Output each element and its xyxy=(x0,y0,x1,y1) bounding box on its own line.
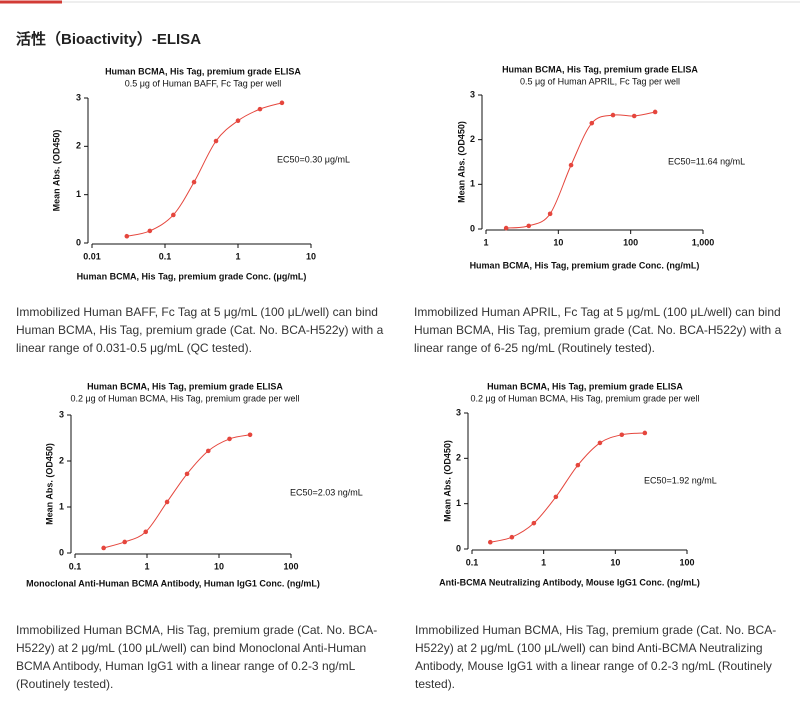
ec50-annotation: EC50=11.64 ng/mL xyxy=(668,156,745,166)
caption: Immobilized Human BCMA, His Tag, premium… xyxy=(415,623,777,691)
caption: Immobilized Human BAFF, Fc Tag at 5 μg/m… xyxy=(16,305,384,355)
y-tick-label: 0 xyxy=(456,543,461,553)
data-point xyxy=(487,539,493,545)
y-tick-label: 3 xyxy=(76,92,81,102)
x-axis-label: Human BCMA, His Tag, premium grade Conc.… xyxy=(470,260,700,270)
data-point xyxy=(568,162,574,168)
data-point xyxy=(164,499,170,505)
data-point xyxy=(503,225,509,231)
x-tick-label: 100 xyxy=(623,237,638,247)
y-axis-label: Mean Abs. (OD450) xyxy=(442,440,452,522)
ec50-annotation: EC50=2.03 ng/mL xyxy=(290,487,363,497)
x-tick-label: 0.1 xyxy=(159,251,172,261)
data-point xyxy=(124,233,130,239)
data-point xyxy=(147,228,153,234)
x-tick-label: 1 xyxy=(144,561,149,571)
data-point xyxy=(619,432,625,438)
ec50-annotation: EC50=0.30 μg/mL xyxy=(277,154,350,164)
y-tick-label: 1 xyxy=(76,189,81,199)
y-axis-label: Mean Abs. (OD450) xyxy=(51,130,61,212)
data-point xyxy=(547,211,553,217)
x-tick-label: 10 xyxy=(214,561,224,571)
y-tick-label: 0 xyxy=(59,547,64,557)
chart-subtitle: 0.5 μg of Human BAFF, Fc Tag per well xyxy=(125,78,282,88)
y-tick-label: 1 xyxy=(470,179,475,189)
x-tick-label: 1 xyxy=(235,251,240,261)
data-point xyxy=(171,212,176,218)
chart-title: Human BCMA, His Tag, premium grade ELISA xyxy=(502,64,698,74)
fit-curve xyxy=(490,432,645,543)
y-tick-label: 2 xyxy=(470,134,475,144)
x-tick-label: 10 xyxy=(306,251,316,261)
y-axis-label: Mean Abs. (OD450) xyxy=(44,443,54,525)
data-point xyxy=(143,529,149,535)
data-point xyxy=(247,432,253,438)
data-point xyxy=(589,120,595,126)
data-point xyxy=(652,109,658,115)
x-tick-label: 100 xyxy=(679,557,694,567)
y-tick-label: 1 xyxy=(59,501,64,511)
x-axis-label: Anti-BCMA Neutralizing Antibody, Mouse I… xyxy=(439,577,700,587)
caption: Immobilized Human BCMA, His Tag, premium… xyxy=(16,623,378,691)
chart-subtitle: 0.2 μg of Human BCMA, His Tag, premium g… xyxy=(470,393,699,403)
x-tick-label: 1 xyxy=(541,557,546,567)
chart-title: Human BCMA, His Tag, premium grade ELISA xyxy=(87,381,283,391)
x-tick-label: 1 xyxy=(483,237,488,247)
data-point xyxy=(531,520,537,526)
data-point xyxy=(553,494,559,500)
fit-curve xyxy=(103,434,251,549)
data-point xyxy=(213,138,219,144)
x-tick-label: 10 xyxy=(553,237,563,247)
y-tick-label: 3 xyxy=(470,89,475,99)
x-tick-label: 0.1 xyxy=(466,557,479,567)
x-tick-label: 100 xyxy=(283,561,298,571)
x-tick-label: 0.1 xyxy=(69,561,82,571)
ec50-annotation: EC50=1.92 ng/mL xyxy=(644,475,717,485)
data-point xyxy=(526,223,532,229)
fit-curve xyxy=(126,102,283,237)
caption: Immobilized Human APRIL, Fc Tag at 5 μg/… xyxy=(414,305,782,355)
x-tick-label: 10 xyxy=(610,557,620,567)
chart-title: Human BCMA, His Tag, premium grade ELISA xyxy=(105,66,301,76)
data-point xyxy=(597,440,603,446)
data-point xyxy=(101,545,106,551)
data-point xyxy=(122,539,127,545)
data-point xyxy=(235,118,241,124)
data-point xyxy=(509,534,515,540)
x-axis-label: Human BCMA, His Tag, premium grade Conc.… xyxy=(77,271,307,281)
data-point xyxy=(257,106,263,112)
y-tick-label: 0 xyxy=(470,223,475,233)
chart-subtitle: 0.5 μg of Human APRIL, Fc Tag per well xyxy=(520,76,680,86)
y-tick-label: 2 xyxy=(456,453,461,463)
data-point xyxy=(642,430,648,436)
data-point xyxy=(227,436,232,442)
data-point xyxy=(631,113,637,119)
chart-title: Human BCMA, His Tag, premium grade ELISA xyxy=(487,381,683,391)
y-tick-label: 3 xyxy=(59,409,64,419)
y-tick-label: 1 xyxy=(456,498,461,508)
y-tick-label: 3 xyxy=(456,407,461,417)
y-tick-label: 2 xyxy=(76,141,81,151)
data-point xyxy=(191,179,197,185)
data-point xyxy=(205,448,211,454)
fit-curve xyxy=(506,111,656,229)
section-title: 活性（Bioactivity）-ELISA xyxy=(16,31,202,48)
data-point xyxy=(184,471,190,477)
data-point xyxy=(610,112,616,118)
data-point xyxy=(279,100,285,106)
data-point xyxy=(575,462,581,468)
y-axis-label: Mean Abs. (OD450) xyxy=(456,121,466,203)
y-tick-label: 2 xyxy=(59,455,64,465)
x-axis-label: Monoclonal Anti-Human BCMA Antibody, Hum… xyxy=(26,578,320,588)
x-tick-label: 0.01 xyxy=(83,251,101,261)
chart-subtitle: 0.2 μg of Human BCMA, His Tag, premium g… xyxy=(70,393,299,403)
y-tick-label: 0 xyxy=(76,237,81,247)
x-tick-label: 1,000 xyxy=(692,237,715,247)
